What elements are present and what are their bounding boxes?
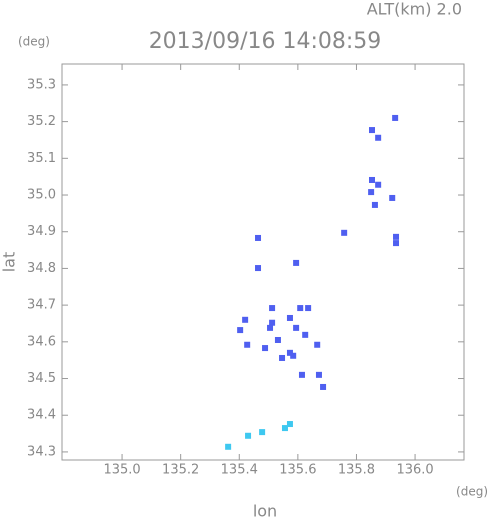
echo-point (320, 383, 327, 390)
y-tick-label: 34.9 (27, 224, 56, 239)
echo-point (274, 336, 281, 343)
echo-point (368, 127, 375, 134)
echo-point (259, 429, 266, 436)
echo-point (305, 305, 312, 312)
y-tick-label: 35.0 (27, 188, 56, 203)
echo-point (393, 240, 400, 247)
x-tick-label: 135.4 (221, 463, 258, 478)
echo-point (371, 201, 378, 208)
y-tick-label: 34.8 (27, 261, 56, 276)
x-tick-label: 135.0 (103, 463, 140, 478)
echo-point (375, 134, 382, 141)
echo-point (293, 324, 300, 331)
echo-point (279, 354, 286, 361)
echo-point (269, 305, 276, 312)
y-tick-label: 35.2 (27, 114, 56, 129)
echo-point (281, 425, 288, 432)
y-axis-label: lat (0, 252, 19, 273)
echo-point (393, 233, 400, 240)
y-tick-label: 35.3 (27, 77, 56, 92)
chart-title: 2013/09/16 14:08:59 (149, 29, 382, 54)
echo-point (286, 349, 293, 356)
x-tick-label: 136.0 (396, 463, 433, 478)
x-unit: (deg) (456, 485, 488, 499)
echo-point (269, 319, 276, 326)
y-tick-label: 34.6 (27, 334, 56, 349)
echo-point (302, 331, 309, 338)
echo-point (298, 371, 305, 378)
echo-point (368, 176, 375, 183)
x-tick-label: 135.8 (338, 463, 375, 478)
y-tick-label: 34.4 (27, 408, 56, 423)
x-tick-label: 135.2 (162, 463, 199, 478)
echo-point (255, 265, 262, 272)
echo-point (244, 341, 251, 348)
y-tick-label: 34.7 (27, 298, 56, 313)
echo-point (286, 421, 293, 428)
echo-point (314, 341, 321, 348)
x-tick-label: 135.6 (279, 463, 316, 478)
y-tick-label: 35.1 (27, 151, 56, 166)
plot-frame (61, 63, 465, 461)
x-axis-label: lon (253, 502, 277, 521)
y-tick-label: 34.3 (27, 444, 56, 459)
echo-point (242, 316, 249, 323)
echo-point (225, 443, 232, 450)
echo-point (290, 352, 297, 359)
altitude: ALT(km) 2.0 (367, 0, 462, 19)
y-unit: (deg) (18, 35, 50, 49)
echo-point (392, 114, 399, 121)
echo-point (245, 432, 252, 439)
echo-point (262, 345, 269, 352)
echo-point (286, 314, 293, 321)
echo-point (293, 259, 300, 266)
y-tick-label: 34.5 (27, 371, 56, 386)
echo-point (389, 194, 396, 201)
echo-point (255, 234, 262, 241)
echo-point (237, 327, 244, 334)
echo-point (368, 189, 375, 196)
echo-point (297, 305, 304, 312)
echo-point (375, 181, 382, 188)
echo-point (315, 371, 322, 378)
echo-point (267, 324, 274, 331)
echo-point (341, 229, 348, 236)
